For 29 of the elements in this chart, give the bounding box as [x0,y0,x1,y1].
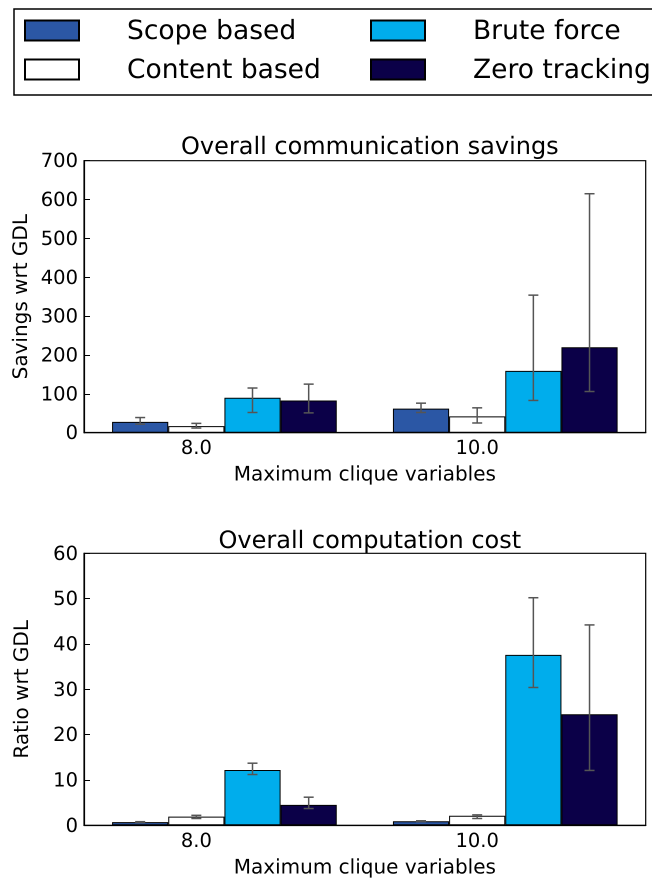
y-tick-label: 500 [40,226,78,250]
x-tick-label: 10.0 [455,828,499,852]
y-tick-label: 40 [53,632,78,656]
legend-label: Brute force [473,15,621,46]
legend-label: Content based [127,54,321,85]
x-tick-label: 8.0 [180,436,212,460]
legend-label: Scope based [127,15,296,46]
y-tick-label: 300 [40,304,78,328]
y-tick-label: 600 [40,188,78,212]
y-tick-label: 10 [53,768,78,792]
y-tick-label: 50 [53,587,78,610]
x-tick-label: 8.0 [180,828,212,852]
y-tick-label: 60 [53,542,78,565]
x-axis-title: Maximum clique variables [234,462,496,486]
chart-title: Overall computation cost [218,526,522,554]
y-tick-label: 700 [40,149,78,172]
y-tick-label: 30 [53,678,78,701]
y-axis-title: Ratio wrt GDL [9,619,33,759]
y-tick-label: 100 [40,382,78,406]
y-tick-label: 200 [40,343,78,366]
y-tick-label: 20 [53,723,78,746]
y-tick-label: 400 [40,266,78,289]
y-tick-label: 0 [66,421,78,444]
legend-label: Zero tracking [473,54,651,85]
chart-title: Overall communication savings [181,132,559,160]
x-axis-title: Maximum clique variables [234,854,496,878]
x-tick-label: 10.0 [455,436,499,460]
y-tick-label: 0 [66,814,78,837]
y-axis-title: Savings wrt GDL [8,213,32,380]
